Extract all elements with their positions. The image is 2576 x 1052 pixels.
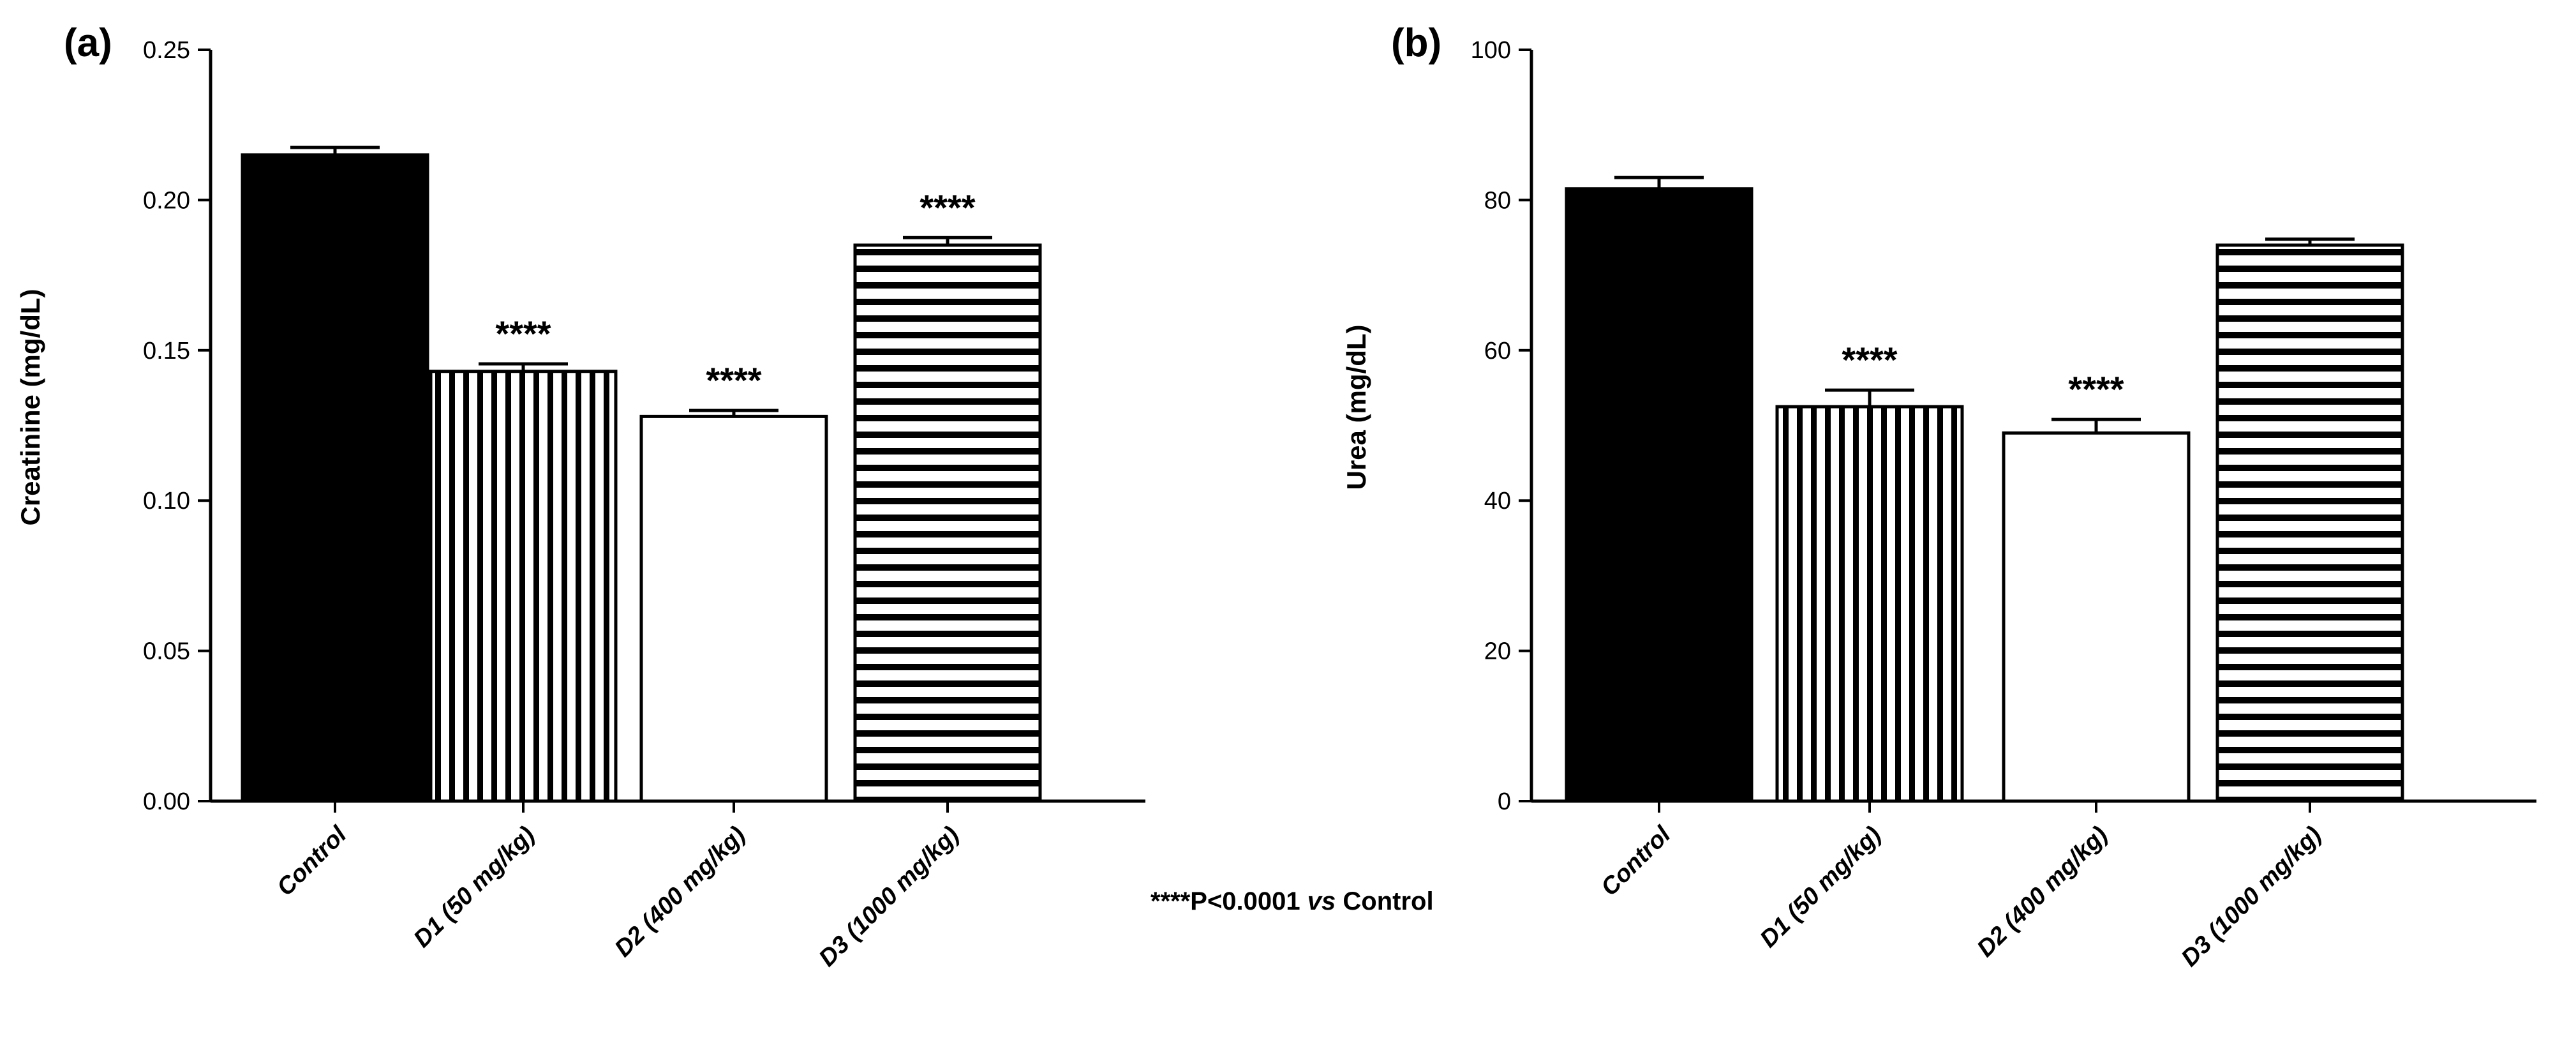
panel-b-bar-d1: [1775, 405, 1964, 803]
panel-a-significance-d1: ****: [495, 313, 551, 354]
panel-a-error-bar-d1: [479, 362, 568, 372]
panel-a-label: (a): [64, 21, 112, 65]
panel-a-bar-d2: [639, 414, 828, 803]
panel-b-y-tick-label: 100: [1471, 37, 1511, 64]
panel-b-bar-d2: [2002, 431, 2191, 803]
panel-b-y-tick-label: 60: [1484, 338, 1511, 364]
panel-b-label: (b): [1391, 21, 1441, 65]
panel-b-category-label-d1: D1 (50 mg/kg): [1755, 822, 1886, 953]
panel-b-category-label-d2: D2 (400 mg/kg): [1972, 822, 2113, 963]
panel-a-y-tick-label: 0.15: [143, 338, 190, 364]
panel-a-error-bar-d2: [689, 409, 778, 417]
panel-a-error-bar-control: [290, 146, 380, 155]
panel-b-y-axis-label: Urea (mg/dL): [1341, 324, 1371, 490]
panel-b-bars: **** ****: [1565, 176, 2404, 803]
panel-a-creatinine: (a) Creatinine (mg/dL) **** **** **** 0.00…: [15, 21, 1145, 972]
panel-a-category-label-d2: D2 (400 mg/kg): [610, 822, 751, 963]
panel-a-y-tick-label: 0.25: [143, 37, 190, 64]
footnote-vs: vs: [1307, 887, 1336, 915]
panel-b-y-tick-label: 20: [1484, 638, 1511, 665]
panel-a-y-tick-label: 0.10: [143, 488, 190, 515]
panel-a-significance-d2: ****: [706, 360, 761, 400]
panel-b-error-bar-d2: [2051, 417, 2141, 433]
panel-b-error-bar-d3: [2265, 237, 2355, 246]
panel-a-axes: 0.00 0.05 0.10 0.15 0.20 0.25: [143, 37, 1145, 815]
panel-a-bar-d1: [429, 370, 618, 803]
panel-b-axes: 0 20 40 60 80 100: [1471, 37, 2536, 815]
panel-a-error-bar-d3: [903, 236, 992, 246]
panel-a-y-tick-label: 0.20: [143, 187, 190, 214]
panel-a-y-tick-label: 0.00: [143, 788, 190, 815]
panel-b-significance-d1: ****: [1842, 340, 1897, 380]
panel-b-significance-d2: ****: [2068, 369, 2124, 409]
panel-b-urea: (b) Urea (mg/dL) **** **** 0 20 40 60 80 100 C…: [1341, 21, 2536, 972]
panel-b-bar-control: [1565, 187, 1753, 803]
panel-b-y-tick-label: 80: [1484, 187, 1511, 214]
panel-b-category-label-control: Control: [1596, 821, 1676, 901]
footnote-suffix: Control: [1336, 887, 1433, 915]
panel-b-bar-d3: [2215, 243, 2404, 803]
panel-a-category-label-d1: D1 (50 mg/kg): [408, 822, 540, 953]
panel-a-bar-d3: [853, 243, 1042, 803]
panel-b-error-bar-control: [1614, 176, 1704, 189]
panel-b-y-tick-label: 0: [1498, 788, 1511, 815]
panel-a-category-label-d3: D3 (1000 mg/kg): [814, 822, 965, 972]
panel-b-y-tick-label: 40: [1484, 488, 1511, 515]
panel-b-error-bar-d1: [1825, 388, 1914, 407]
panel-a-significance-d3: ****: [919, 187, 975, 227]
significance-footnote: ****P<0.0001 vs Control: [1150, 887, 1434, 915]
panel-b-category-label-d3: D3 (1000 mg/kg): [2177, 822, 2327, 972]
panel-a-bars: **** **** ****: [241, 146, 1042, 803]
panel-a-y-tick-label: 0.05: [143, 638, 190, 665]
panel-a-category-label-control: Control: [272, 821, 352, 901]
footnote-prefix: ****P<0.0001: [1150, 887, 1307, 915]
panel-a-y-axis-label: Creatinine (mg/dL): [15, 289, 45, 525]
panel-a-bar-control: [241, 153, 429, 803]
